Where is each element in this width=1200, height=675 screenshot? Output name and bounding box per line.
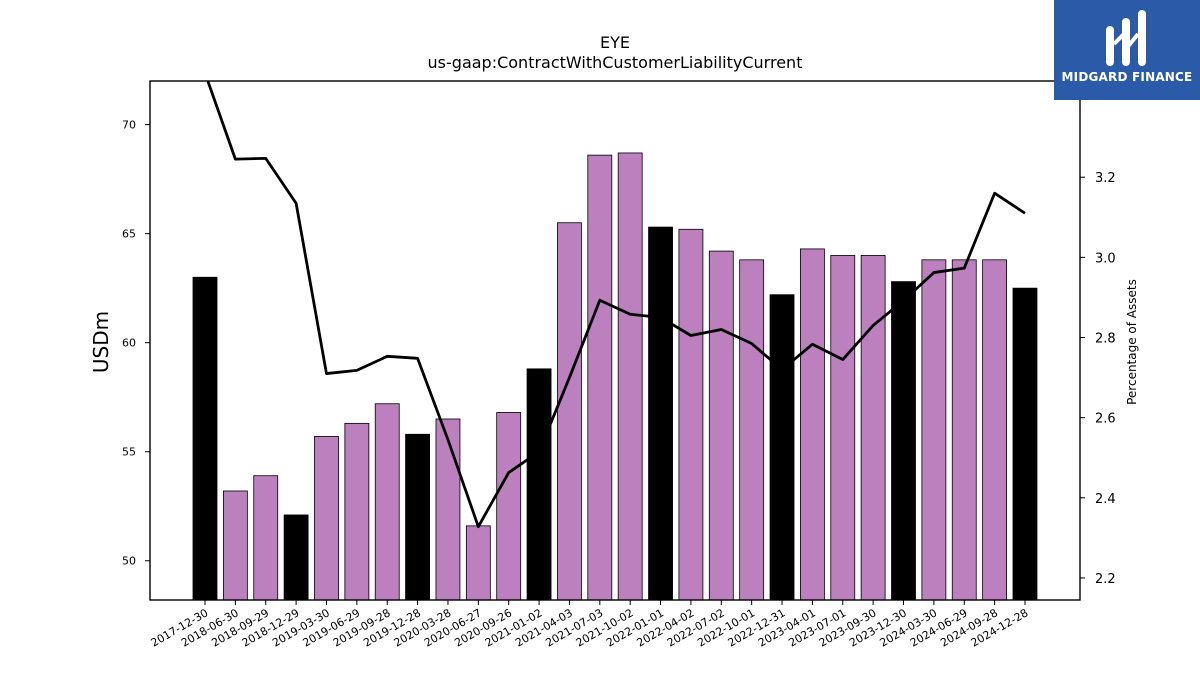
bar-2018-12-29 [283,514,309,601]
bar-2024-03-30 [921,259,947,601]
y-tick-left-label: 55 [122,446,136,459]
bar-2021-01-02 [526,368,552,601]
series-line-percentage-of-assets [206,81,1026,529]
chart-subtitle: us-gaap:ContractWithCustomerLiabilityCur… [428,53,803,72]
bar-2019-03-30 [314,436,339,601]
bar-2023-07-01 [830,255,856,601]
x-axis: 2017-12-302018-06-302018-09-292018-12-29… [149,600,1030,650]
brand-logo: MIDGARD FINANCE [1054,0,1200,100]
bar-2021-10-02 [617,152,643,601]
bar-2019-09-28 [374,403,400,601]
bar-2018-06-30 [222,490,248,601]
bar-2022-01-01 [648,226,673,601]
y-tick-right-label: 3.0 [1095,251,1116,266]
bars-layer [192,152,1038,601]
bar-2024-06-29 [951,259,977,601]
logo-mark-icon [1106,10,1146,66]
bar-2021-04-03 [557,222,582,601]
bar-2023-09-30 [860,255,886,601]
bar-2017-12-30 [192,276,218,601]
bar-2022-04-02 [678,228,704,601]
bar-2018-09-29 [253,475,279,601]
bar-2019-12-28 [405,433,430,601]
bar-2021-07-03 [587,154,613,601]
bar-2022-07-02 [708,250,734,601]
y-tick-right-label: 2.6 [1095,412,1116,427]
y-tick-left-label: 60 [122,337,136,350]
y-tick-right-label: 2.4 [1095,492,1116,507]
bar-2024-09-28 [982,259,1008,601]
line-layer [206,81,1026,529]
plot-frame [149,80,1081,601]
bar-2023-12-30 [891,281,916,601]
bar-2020-06-27 [465,525,491,601]
y-axis-left: 50 55 60 65 70 [122,119,150,568]
y-tick-left-label: 50 [122,555,136,568]
bar-2020-09-26 [496,412,522,601]
y-tick-left-label: 70 [122,119,136,132]
y-axis-label-right: Percentage of Assets [1125,279,1139,405]
bar-2022-10-01 [739,259,765,601]
y-tick-right-label: 3.2 [1095,171,1116,186]
bar-2023-04-01 [800,248,825,601]
y-tick-right-label: 2.8 [1095,331,1116,346]
chart-title: EYE [600,33,630,52]
y-tick-right-label: 2.2 [1095,572,1116,587]
bar-2024-12-28 [1012,287,1038,601]
bar-2019-06-29 [344,422,370,601]
y-axis-right: 2.2 2.4 2.6 2.8 3.0 3.2 [1080,171,1116,587]
logo-text: MIDGARD FINANCE [1061,70,1193,84]
bar-2020-03-28 [435,418,461,601]
bar-2022-12-31 [769,294,795,601]
y-axis-label-left: USDm [89,311,113,373]
y-tick-left-label: 65 [122,228,136,241]
